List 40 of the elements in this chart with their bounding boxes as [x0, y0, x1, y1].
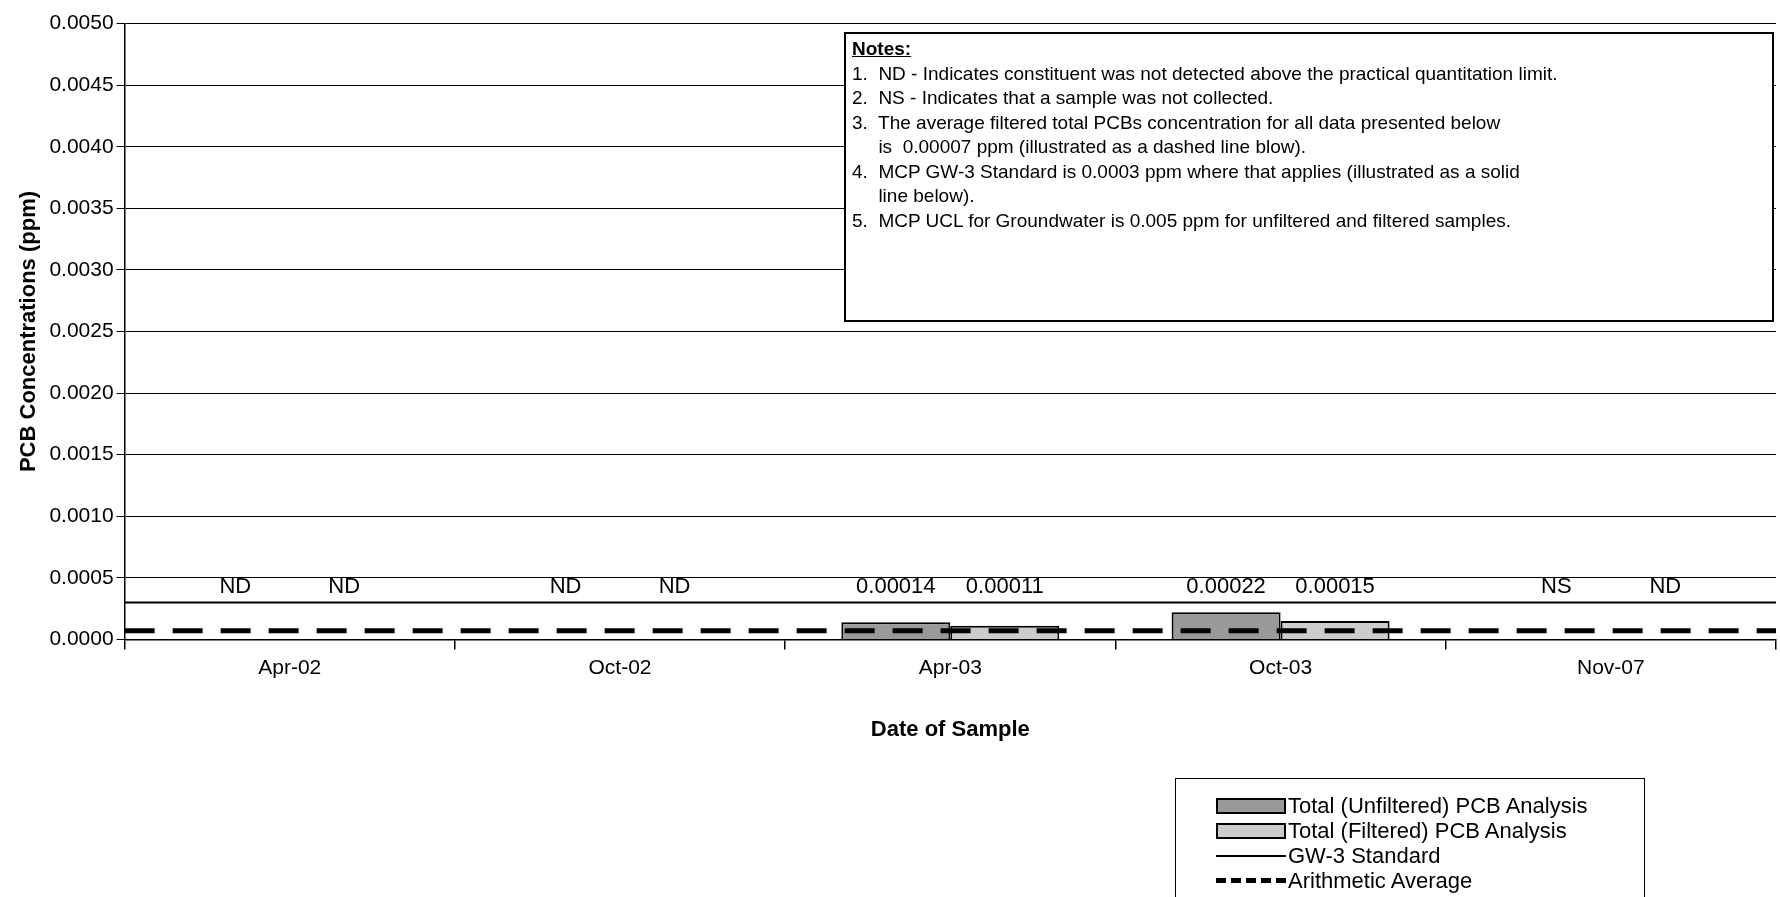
- legend-label: Arithmetic Average: [1288, 868, 1473, 893]
- y-tick-label: 0.0015: [49, 441, 114, 465]
- annotation: 4. MCP GW-3 Standard is 0.0003 ppm where that applies (illustrated as a solid: [852, 159, 1521, 184]
- y-tick-label: 0.0050: [49, 10, 114, 34]
- data-label: 0.00022: [1186, 572, 1266, 598]
- y-tick-label: 0.0005: [49, 564, 114, 588]
- y-tick-label: 0.0040: [49, 133, 114, 157]
- x-tick-label: Nov-07: [1577, 654, 1645, 678]
- legend-label: Total (Unfiltered) PCB Analysis: [1288, 793, 1588, 818]
- annotation: is 0.00007 ppm (illustrated as a dashed line blow).: [877, 135, 1308, 159]
- text: ND: [219, 572, 252, 598]
- x-axis-title: Date of Sample: [870, 715, 1030, 741]
- x-tick-label: Oct-02: [588, 654, 652, 678]
- text: ND: [1649, 572, 1682, 598]
- y-tick-label: 0.0020: [49, 379, 114, 403]
- annotation: 2. NS - Indicates that a sample was not collected.: [852, 86, 1275, 110]
- annotation: 3. The average filtered total PCBs concentration for all data presented below: [852, 110, 1502, 135]
- data-label: 0.00014: [856, 572, 936, 598]
- legend-label: GW-3 Standard: [1288, 843, 1441, 868]
- legend-label: Total (Filtered) PCB Analysis: [1288, 818, 1567, 843]
- x-tick-label: Apr-03: [918, 654, 982, 678]
- annotation: 5. MCP UCL for Groundwater is 0.005 ppm for unfiltered and filtered samples.: [852, 208, 1512, 233]
- data-label: 0.00011: [965, 572, 1044, 598]
- x-tick-label: Apr-02: [258, 654, 322, 678]
- y-tick-label: 0.0045: [49, 71, 114, 95]
- y-tick-label: 0.0010: [49, 503, 114, 527]
- y-tick-label: 0.0000: [49, 626, 114, 650]
- annotation: line below).: [877, 184, 976, 208]
- text: ND: [328, 572, 361, 598]
- text: ND: [549, 572, 582, 598]
- data-label: 0.00015: [1295, 572, 1375, 598]
- y-tick-label: 0.0030: [49, 256, 114, 280]
- annotation: Notes:: [852, 37, 913, 61]
- text: ND: [658, 572, 691, 598]
- text: NS: [1541, 572, 1572, 598]
- x-tick-label: Oct-03: [1249, 654, 1313, 678]
- y-tick-label: 0.0025: [49, 318, 114, 342]
- y-tick-label: 0.0035: [49, 195, 114, 219]
- annotation: 1. ND - Indicates constituent was not detected above the practical quantitation limit.: [852, 61, 1559, 86]
- y-axis-title: PCB Concentrations (ppm): [15, 190, 41, 473]
